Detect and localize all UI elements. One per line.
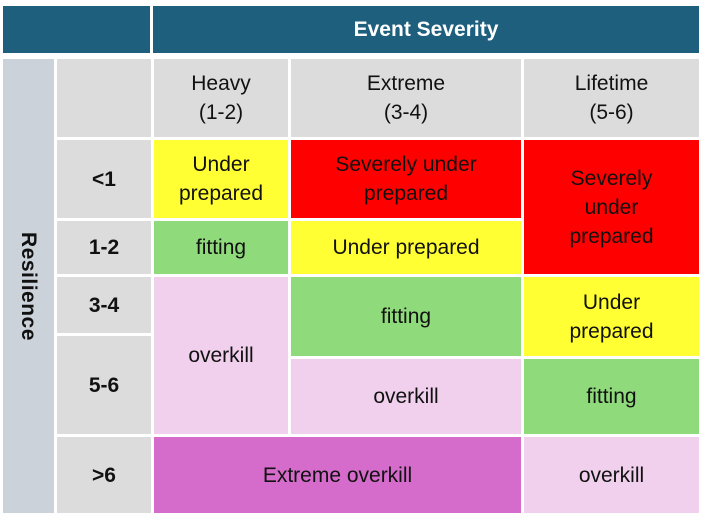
column-label: Heavy [191,72,251,95]
cell-lifetime-5-6: fitting [524,359,699,434]
cell-lifetime-lt1-1-2: Severely under prepared [524,140,699,274]
blank-corner [57,59,151,137]
row-label-text: 5-6 [88,373,120,397]
cell-heavy-1-2: fitting [154,221,288,274]
row-label-lt1: <1 [57,140,151,218]
cell-heavy-lt1: Under prepared [154,140,288,218]
cell-extreme-3-4: fitting [291,277,521,356]
resilience-label: Resilience [17,231,40,341]
header-corner [3,6,150,53]
event-severity-header: Event Severity [153,6,699,53]
cell-heavy-3-6: overkill [154,277,288,434]
column-label: Lifetime [574,72,649,95]
column-label: Extreme [366,72,446,95]
row-label-3-4: 3-4 [57,277,151,333]
row-label-text: 1-2 [88,236,120,259]
column-header-lifetime: Lifetime (5-6) [524,59,699,137]
resilience-axis: Resilience [3,59,54,513]
cell-lifetime-gt6: overkill [524,437,699,513]
cell-extreme-1-2: Under prepared [291,221,521,274]
cell-extreme-lt1: Severely under prepared [291,140,521,218]
column-range: (3-4) [383,101,429,124]
column-header-heavy: Heavy (1-2) [154,59,288,137]
cell-heavy-extreme-gt6: Extreme overkill [154,437,521,513]
row-label-5-6: 5-6 [57,336,151,434]
row-label-text: 3-4 [88,293,120,317]
row-label-1-2: 1-2 [57,221,151,274]
column-header-extreme: Extreme (3-4) [291,59,521,137]
row-label-text: >6 [92,463,116,487]
cell-extreme-5-6: overkill [291,359,521,434]
event-severity-title: Event Severity [353,18,499,41]
row-label-text: <1 [92,167,116,191]
row-label-gt6: >6 [57,437,151,513]
cell-lifetime-3-4: Under prepared [524,277,699,356]
column-range: (1-2) [198,101,244,124]
column-range: (5-6) [589,101,634,124]
